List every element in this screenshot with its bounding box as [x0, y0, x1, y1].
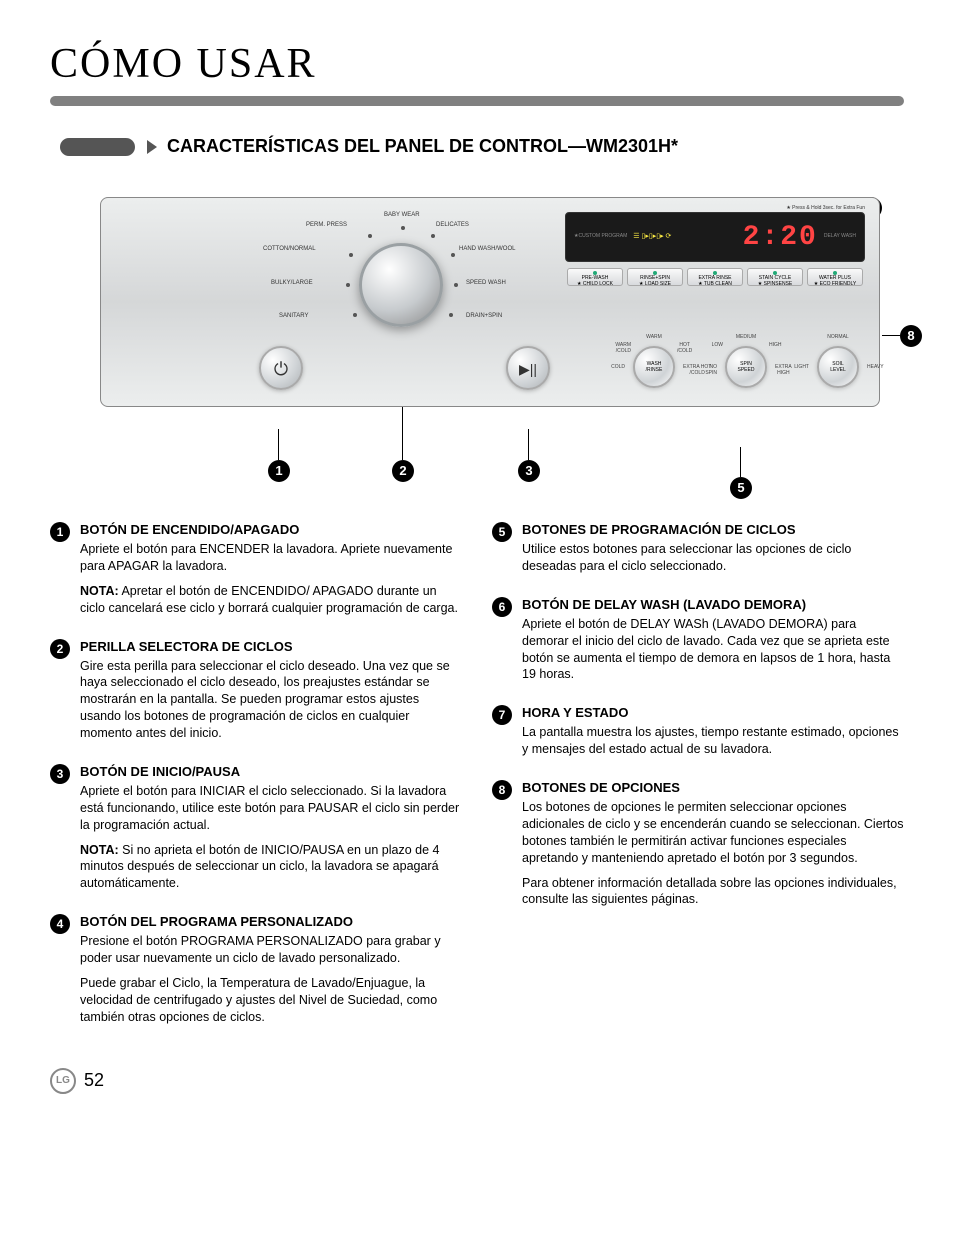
- cycle-selector-knob: [359, 243, 443, 327]
- lbl-babywear: BABY WEAR: [384, 212, 420, 218]
- callout-3: 3: [518, 460, 540, 482]
- item-body: Apriete el botón para ENCENDER la lavado…: [80, 541, 462, 617]
- item-8: 8 BOTONES DE OPCIONES Los botones de opcio…: [492, 780, 904, 908]
- paragraph: Apriete el botón de DELAY WASh (LAVADO D…: [522, 616, 904, 684]
- item-6: 6 BOTÓN DE DELAY WASH (LAVADO DEMORA) Apri…: [492, 597, 904, 684]
- item-title: PERILLA SELECTORA DE CICLOS: [80, 639, 462, 654]
- item-1: 1 BOTÓN DE ENCENDIDO/APAGADO Apriete el bo…: [50, 522, 462, 617]
- paragraph: Para obtener información detallada sobre…: [522, 875, 904, 909]
- item-number: 3: [50, 764, 70, 784]
- footer: LG 52: [50, 1068, 904, 1094]
- start-pause-button: ▶||: [506, 346, 550, 390]
- paragraph: Puede grabar el Ciclo, la Temperatura de…: [80, 975, 462, 1026]
- item-title: BOTONES DE OPCIONES: [522, 780, 904, 795]
- small-dial-0: WASH/RINSEWARMCOLDEXTRA HOT/COLDWARM/COL…: [633, 346, 675, 388]
- paragraph: Presione el botón PROGRAMA PERSONALIZADO…: [80, 933, 462, 967]
- section-title: CARACTERÍSTICAS DEL PANEL DE CONTROL—WM2…: [167, 136, 678, 157]
- item-2: 2 PERILLA SELECTORA DE CICLOS Gire esta pe…: [50, 639, 462, 742]
- item-title: BOTÓN DE DELAY WASH (LAVADO DEMORA): [522, 597, 904, 612]
- lbl-permpress: PERM. PRESS: [306, 222, 347, 228]
- lbl-sanitary: SANITARY: [279, 313, 308, 319]
- paragraph: NOTA: Si no aprieta el botón de INICIO/P…: [80, 842, 462, 893]
- left-column: 1 BOTÓN DE ENCENDIDO/APAGADO Apriete el bo…: [50, 522, 462, 1048]
- callout-2: 2: [392, 460, 414, 482]
- page-number: 52: [84, 1070, 104, 1091]
- lbl-cotton: COTTON/NORMAL: [263, 246, 316, 252]
- item-body: Presione el botón PROGRAMA PERSONALIZADO…: [80, 933, 462, 1025]
- item-number: 8: [492, 780, 512, 800]
- callout-8: 8: [900, 325, 922, 347]
- control-panel-diagram: 4 7 6 8 1 2 3 5 BABY WEAR PERM. PRESS DE…: [50, 197, 904, 497]
- page-title: CÓMO USAR: [50, 40, 904, 88]
- paragraph: Apriete el botón para INICIAR el ciclo s…: [80, 783, 462, 834]
- paragraph: Gire esta perilla para seleccionar el ci…: [80, 658, 462, 742]
- item-number: 5: [492, 522, 512, 542]
- pill-decor: [60, 138, 135, 156]
- paragraph: NOTA: Apretar el botón de ENCENDIDO/ APA…: [80, 583, 462, 617]
- lg-logo: LG: [50, 1068, 76, 1094]
- item-body: Gire esta perilla para seleccionar el ci…: [80, 658, 462, 742]
- lcd-custom: ★CUSTOM PROGRAM: [574, 234, 627, 240]
- lbl-drainspin: DRAIN+SPIN: [466, 313, 502, 319]
- small-dial-1: SPINSPEEDMEDIUMNOSPINEXTRAHIGHLOWHIGH: [725, 346, 767, 388]
- lcd-time: 2:20: [743, 222, 818, 253]
- small-dials: WASH/RINSEWARMCOLDEXTRA HOT/COLDWARM/COL…: [633, 346, 859, 388]
- arrow-decor: [147, 140, 157, 154]
- item-body: Apriete el botón para INICIAR el ciclo s…: [80, 783, 462, 892]
- item-5: 5 BOTONES DE PROGRAMACIÓN DE CICLOS Utilic…: [492, 522, 904, 575]
- small-dial-2: SOILLEVELNORMALLIGHTHEAVY: [817, 346, 859, 388]
- paragraph: La pantalla muestra los ajustes, tiempo …: [522, 724, 904, 758]
- item-title: HORA Y ESTADO: [522, 705, 904, 720]
- item-number: 2: [50, 639, 70, 659]
- item-title: BOTONES DE PROGRAMACIÓN DE CICLOS: [522, 522, 904, 537]
- item-body: Apriete el botón de DELAY WASh (LAVADO D…: [522, 616, 904, 684]
- item-7: 7 HORA Y ESTADO La pantalla muestra los aj…: [492, 705, 904, 758]
- item-title: BOTÓN DE ENCENDIDO/APAGADO: [80, 522, 462, 537]
- lbl-speedwash: SPEED WASH: [466, 280, 506, 286]
- option-buttons-row: PRE-WASH★ CHILD LOCKRINSE+SPIN★ LOAD SIZ…: [565, 268, 865, 286]
- option-button-2: EXTRA RINSE★ TUB CLEAN: [687, 268, 743, 286]
- washer-panel: BABY WEAR PERM. PRESS DELICATES COTTON/N…: [100, 197, 880, 407]
- item-title: BOTÓN DEL PROGRAMA PERSONALIZADO: [80, 914, 462, 929]
- item-body: Los botones de opciones le permiten sele…: [522, 799, 904, 908]
- lbl-delicates: DELICATES: [436, 222, 469, 228]
- lcd-display: ★CUSTOM PROGRAM ☰ ▯▸▯▸▯▸ ⟳ 2:20 DELAY WA…: [565, 212, 865, 262]
- item-title: BOTÓN DE INICIO/PAUSA: [80, 764, 462, 779]
- content-columns: 1 BOTÓN DE ENCENDIDO/APAGADO Apriete el bo…: [50, 522, 904, 1048]
- callout-5: 5: [730, 477, 752, 499]
- item-number: 6: [492, 597, 512, 617]
- section-header: CARACTERÍSTICAS DEL PANEL DE CONTROL—WM2…: [50, 136, 904, 157]
- item-number: 7: [492, 705, 512, 725]
- item-number: 4: [50, 914, 70, 934]
- option-button-0: PRE-WASH★ CHILD LOCK: [567, 268, 623, 286]
- power-button: ⏻: [259, 346, 303, 390]
- item-body: Utilice estos botones para seleccionar l…: [522, 541, 904, 575]
- lcd-icons: ☰ ▯▸▯▸▯▸ ⟳: [633, 233, 671, 241]
- callout-1: 1: [268, 460, 290, 482]
- item-number: 1: [50, 522, 70, 542]
- option-button-4: WATER PLUS★ ECO FRIENDLY: [807, 268, 863, 286]
- item-body: La pantalla muestra los ajustes, tiempo …: [522, 724, 904, 758]
- item-3: 3 BOTÓN DE INICIO/PAUSA Apriete el botón p…: [50, 764, 462, 892]
- option-button-1: RINSE+SPIN★ LOAD SIZE: [627, 268, 683, 286]
- paragraph: Utilice estos botones para seleccionar l…: [522, 541, 904, 575]
- lbl-bulky: BULKY/LARGE: [271, 280, 313, 286]
- option-button-3: STAIN CYCLE★ SPINSENSE: [747, 268, 803, 286]
- display-area: ★ Press & Hold 3sec. for Extra Fun ★CUST…: [565, 212, 865, 286]
- paragraph: Los botones de opciones le permiten sele…: [522, 799, 904, 867]
- lbl-handwash: HAND WASH/WOOL: [459, 246, 515, 252]
- press-hold-hint: ★ Press & Hold 3sec. for Extra Fun: [786, 205, 865, 211]
- paragraph: Apriete el botón para ENCENDER la lavado…: [80, 541, 462, 575]
- item-4: 4 BOTÓN DEL PROGRAMA PERSONALIZADO Presion…: [50, 914, 462, 1025]
- right-column: 5 BOTONES DE PROGRAMACIÓN DE CICLOS Utilic…: [492, 522, 904, 1048]
- title-rule: [50, 96, 904, 106]
- lcd-delay: DELAY WASH: [824, 234, 856, 240]
